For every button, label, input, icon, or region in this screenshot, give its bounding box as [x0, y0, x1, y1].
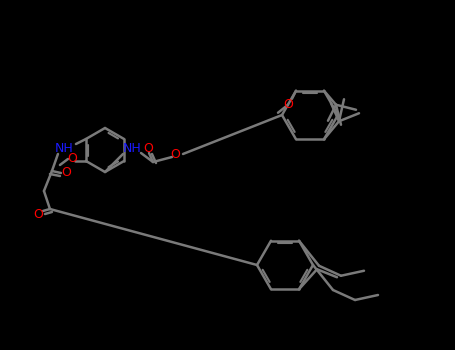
Text: O: O: [170, 147, 180, 161]
Text: O: O: [61, 167, 71, 180]
Text: O: O: [283, 98, 293, 111]
Text: NH: NH: [123, 142, 142, 155]
Text: NH: NH: [55, 142, 73, 155]
Text: O: O: [33, 208, 43, 220]
Text: O: O: [67, 152, 77, 164]
Text: O: O: [143, 141, 153, 154]
